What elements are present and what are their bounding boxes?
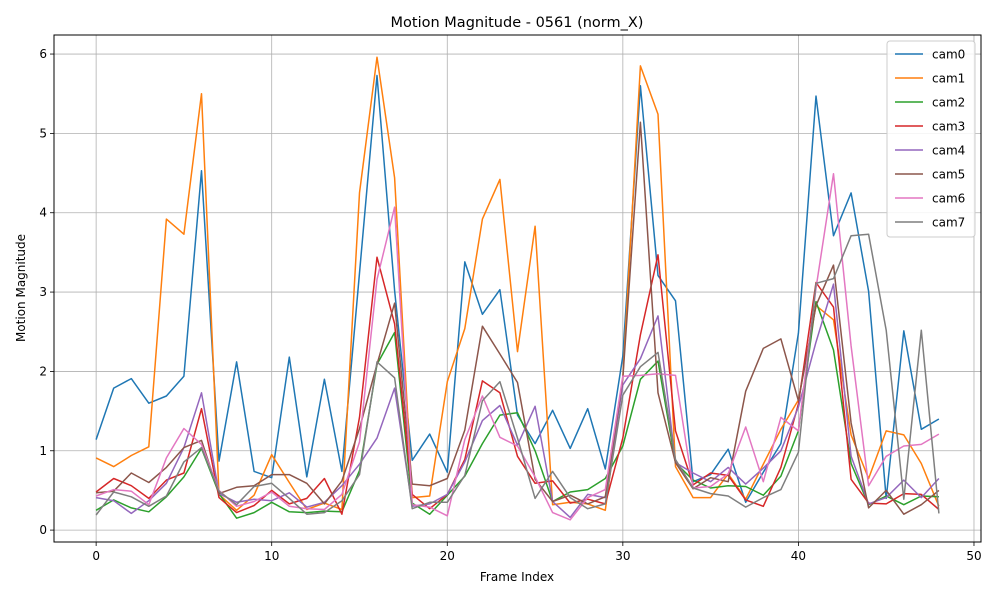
legend: cam0 cam1 cam2 cam3 cam4 cam5 cam6 cam7: [886, 40, 976, 238]
x-tick-label: 40: [791, 549, 806, 563]
y-tick-label: 6: [39, 47, 47, 61]
legend-label: cam0: [932, 48, 965, 62]
x-tick-label: 20: [440, 549, 455, 563]
chart-title: Motion Magnitude - 0561 (norm_X): [391, 15, 644, 31]
x-tick-label: 30: [615, 549, 630, 563]
y-tick-label: 0: [39, 523, 47, 537]
y-axis-label: Motion Magnitude: [14, 234, 28, 342]
grid-lines: [54, 35, 981, 542]
legend-label: cam1: [932, 72, 965, 86]
x-axis-label: Frame Index: [480, 570, 554, 584]
legend-box: [886, 40, 976, 238]
axis-ticks: 0 10 20 30 40 50 0 1 2 3 4 5 6: [39, 47, 981, 563]
x-tick-label: 10: [264, 549, 279, 563]
legend-label: cam5: [932, 168, 965, 182]
y-tick-label: 5: [39, 126, 47, 140]
legend-label: cam3: [932, 120, 965, 134]
y-tick-label: 1: [39, 444, 47, 458]
legend-label: cam7: [932, 216, 965, 230]
legend-label: cam4: [932, 144, 965, 158]
y-tick-label: 3: [39, 285, 47, 299]
series-lines: [95, 56, 940, 521]
plot-frame: [53, 34, 982, 543]
legend-label: cam6: [932, 192, 965, 206]
series-line-cam6: [95, 173, 940, 521]
series-line-cam7: [95, 233, 940, 516]
legend-label: cam2: [932, 96, 965, 110]
y-tick-label: 2: [39, 364, 47, 378]
series-line-cam5: [96, 121, 940, 515]
y-tick-label: 4: [39, 206, 47, 220]
x-tick-label: 0: [92, 549, 100, 563]
x-tick-label: 50: [966, 549, 981, 563]
series-line-cam3: [95, 254, 940, 515]
series-line-cam0: [95, 74, 940, 504]
